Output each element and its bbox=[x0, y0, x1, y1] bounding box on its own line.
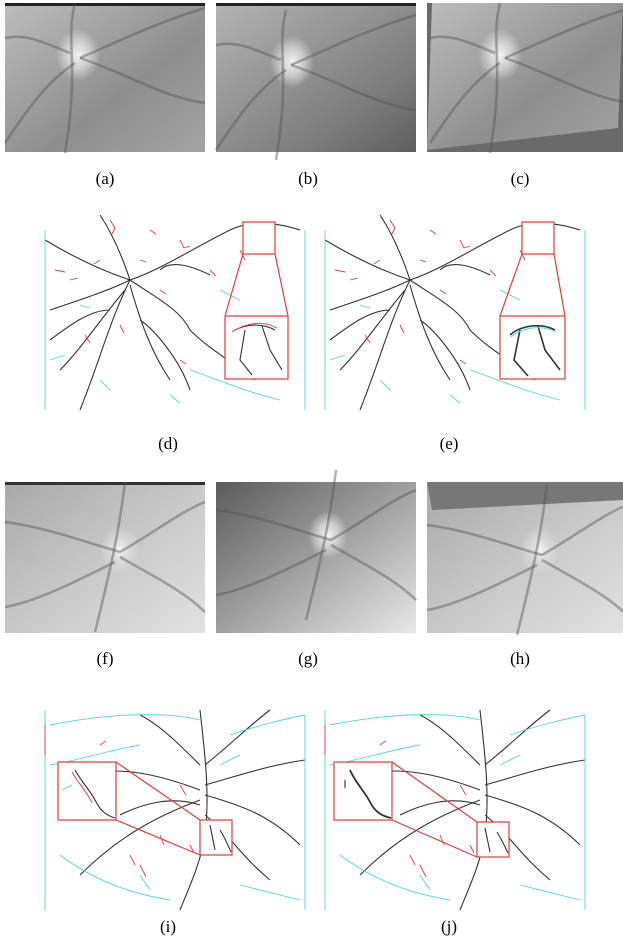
fundus-image-h bbox=[427, 482, 623, 635]
panel-label: (h) bbox=[510, 649, 530, 668]
panel-label: (e) bbox=[440, 434, 459, 453]
vessel-overlay-j bbox=[325, 710, 585, 910]
panel-label: (b) bbox=[298, 169, 318, 188]
panel-label: (a) bbox=[96, 169, 115, 188]
panel-label: (j) bbox=[441, 917, 457, 936]
panel-label: (i) bbox=[160, 917, 176, 936]
figure: (a) (b) (c) (d) (e) (f) ( bbox=[0, 0, 623, 943]
fundus-image-a bbox=[5, 3, 205, 153]
vessel-overlay-e bbox=[325, 215, 585, 410]
fundus-image-f bbox=[5, 482, 205, 633]
panel-label: (d) bbox=[158, 434, 178, 453]
fundus-image-c bbox=[427, 3, 623, 153]
panel-label: (g) bbox=[298, 649, 318, 668]
panel-label: (c) bbox=[511, 169, 530, 188]
fundus-image-g bbox=[216, 470, 416, 633]
vessel-overlay-d bbox=[45, 215, 305, 410]
panel-label: (f) bbox=[97, 649, 114, 668]
fundus-image-b bbox=[216, 3, 416, 160]
vessel-overlay-i bbox=[45, 710, 305, 910]
